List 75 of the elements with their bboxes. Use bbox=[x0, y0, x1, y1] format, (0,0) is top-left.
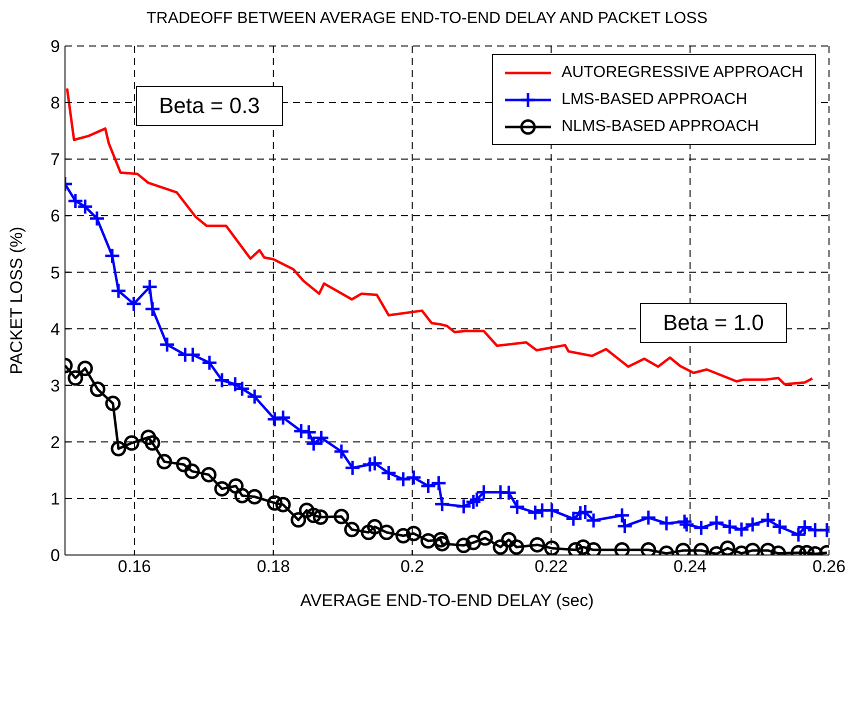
point bbox=[234, 488, 250, 504]
point bbox=[290, 512, 306, 528]
point bbox=[466, 534, 482, 550]
point bbox=[760, 542, 776, 555]
y-tick-label: 8 bbox=[50, 94, 60, 113]
point bbox=[201, 466, 217, 482]
point bbox=[586, 542, 602, 555]
point bbox=[614, 542, 630, 555]
point bbox=[492, 539, 508, 555]
point bbox=[360, 524, 376, 540]
point bbox=[575, 539, 591, 555]
point bbox=[693, 542, 709, 555]
legend-label: LMS-BASED APPROACH bbox=[561, 90, 748, 108]
x-axis-title: AVERAGE END-TO-END DELAY (sec) bbox=[300, 591, 594, 610]
point bbox=[378, 524, 394, 540]
point bbox=[367, 518, 383, 534]
point bbox=[530, 537, 546, 553]
chart-title: TRADEOFF BETWEEN AVERAGE END-TO-END DELAY AND PACKET LOSS bbox=[145, 10, 708, 28]
x-tick-label: 0.2 bbox=[400, 557, 424, 576]
point bbox=[420, 533, 436, 549]
point bbox=[568, 542, 584, 555]
point bbox=[156, 454, 172, 470]
y-tick-label: 4 bbox=[50, 320, 60, 339]
point bbox=[275, 496, 291, 512]
point bbox=[456, 538, 472, 554]
legend-label: AUTOREGRESSIVE APPROACH bbox=[561, 64, 803, 82]
y-tick-label: 9 bbox=[50, 37, 60, 56]
annotation: Beta = 1.0 bbox=[640, 303, 787, 343]
y-tick-label: 1 bbox=[50, 489, 60, 508]
y-tick-label: 3 bbox=[50, 376, 60, 396]
point bbox=[176, 456, 192, 472]
point bbox=[68, 370, 84, 386]
point bbox=[406, 526, 422, 542]
point bbox=[228, 478, 244, 494]
y-tick-label: 7 bbox=[50, 150, 60, 170]
point bbox=[90, 382, 106, 398]
point bbox=[105, 396, 121, 412]
point bbox=[477, 530, 493, 546]
point bbox=[544, 540, 560, 555]
point bbox=[508, 539, 524, 555]
point bbox=[267, 495, 283, 511]
x-tick-label: 0.22 bbox=[534, 557, 568, 576]
point bbox=[433, 532, 448, 548]
point bbox=[140, 430, 156, 446]
y-tick-label: 2 bbox=[50, 432, 60, 452]
point bbox=[344, 522, 360, 538]
point bbox=[246, 489, 262, 504]
point bbox=[334, 508, 350, 524]
point bbox=[110, 440, 126, 456]
y-tick-label: 6 bbox=[50, 206, 60, 226]
point bbox=[501, 532, 517, 548]
annotation: Beta = 0.3 bbox=[136, 86, 283, 126]
point bbox=[184, 464, 200, 480]
point bbox=[312, 509, 328, 525]
y-tick-label: 0 bbox=[50, 546, 60, 566]
point bbox=[744, 542, 760, 555]
point bbox=[214, 481, 230, 497]
point bbox=[720, 540, 736, 555]
legend-label: NLMS-BASED APPROACH bbox=[561, 118, 759, 136]
y-tick-label: 5 bbox=[50, 263, 60, 282]
point bbox=[298, 502, 314, 518]
x-tick-label: 0.24 bbox=[674, 557, 707, 576]
point bbox=[395, 528, 411, 544]
point bbox=[306, 508, 322, 524]
line-series bbox=[66, 87, 814, 386]
point bbox=[77, 360, 93, 376]
point bbox=[675, 542, 691, 555]
point bbox=[640, 542, 656, 555]
x-tick-label: 0.26 bbox=[812, 557, 846, 576]
point bbox=[434, 536, 450, 552]
x-tick-label: 0.18 bbox=[256, 557, 290, 576]
y-axis-title: PACKET LOSS (%) bbox=[7, 226, 26, 374]
point bbox=[144, 435, 160, 451]
x-tick-label: 0.16 bbox=[118, 557, 151, 576]
point bbox=[124, 435, 140, 451]
